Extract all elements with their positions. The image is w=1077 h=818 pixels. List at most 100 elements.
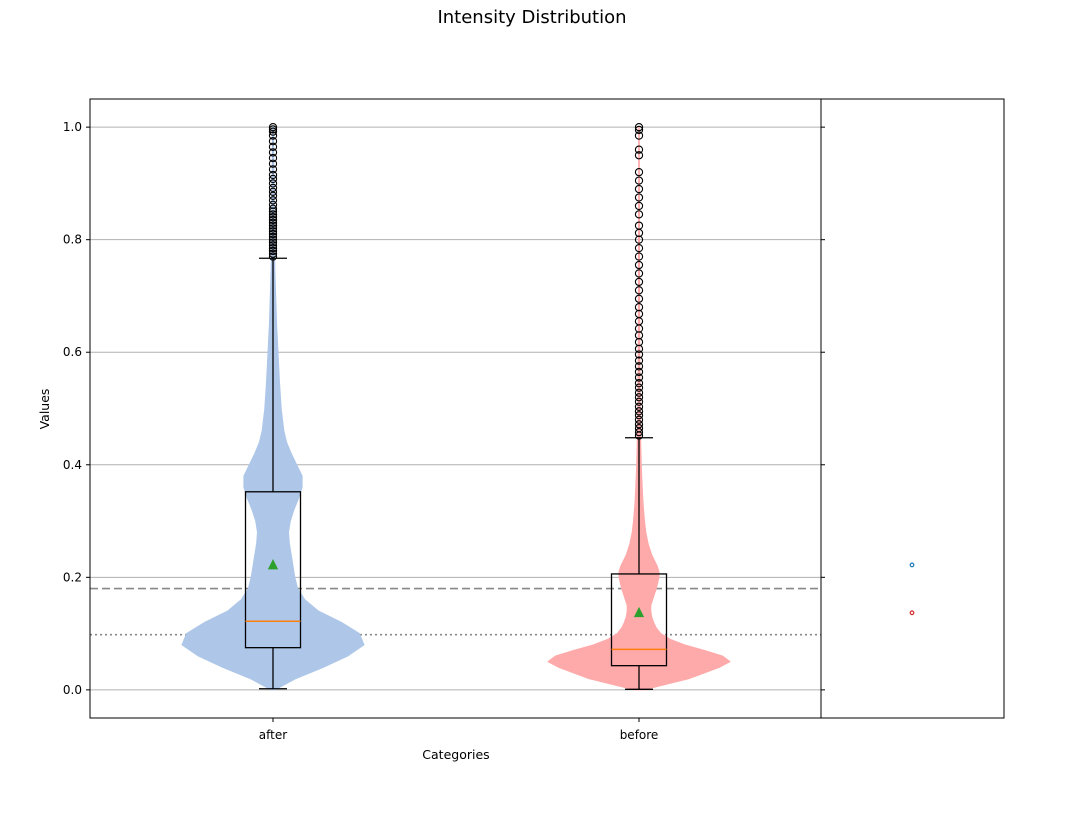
iqr-box bbox=[610, 573, 668, 667]
y-gridlines bbox=[90, 126, 821, 691]
outlier-point bbox=[634, 411, 644, 420]
y-tick-label: 1.0 bbox=[63, 120, 82, 134]
outlier-point bbox=[634, 415, 644, 424]
outlier-point bbox=[268, 215, 278, 225]
outlier-point bbox=[268, 213, 278, 222]
outlier-point bbox=[268, 221, 278, 230]
outlier-point bbox=[268, 232, 278, 242]
outlier-point bbox=[634, 193, 644, 202]
main-plot-area: 0.0 0.2 0.4 0.6 0.8 1.0 after before bbox=[63, 98, 825, 742]
outlier-point bbox=[268, 204, 278, 213]
outlier-point bbox=[268, 183, 278, 193]
outlier-point bbox=[634, 367, 644, 377]
y-tick-label: 0.6 bbox=[63, 345, 82, 359]
y-tick-label: 0.4 bbox=[63, 458, 82, 472]
outlier-point bbox=[634, 427, 644, 437]
outlier-point bbox=[268, 125, 278, 134]
chart-title: Intensity Distribution bbox=[437, 7, 626, 28]
outlier-point bbox=[268, 159, 278, 168]
outlier-point bbox=[634, 125, 644, 135]
outliers bbox=[268, 122, 644, 440]
outlier-point bbox=[634, 184, 644, 194]
outlier-point bbox=[634, 397, 644, 406]
outlier-point bbox=[268, 165, 278, 174]
outlier-point bbox=[634, 356, 644, 365]
outlier-point bbox=[268, 127, 278, 136]
outlier-point bbox=[634, 373, 644, 382]
outlier-point bbox=[268, 196, 278, 205]
outlier-point bbox=[634, 294, 644, 303]
side-panel-marker bbox=[909, 610, 915, 616]
outlier-point bbox=[634, 201, 644, 211]
outlier-point bbox=[268, 200, 278, 209]
outlier-point bbox=[634, 407, 644, 416]
outlier-point bbox=[634, 168, 644, 177]
outlier-point bbox=[634, 277, 644, 287]
outlier-point bbox=[634, 388, 644, 397]
outlier-point bbox=[268, 131, 278, 140]
outlier-point bbox=[268, 170, 278, 180]
outlier-point bbox=[268, 241, 278, 250]
outlier-point bbox=[268, 137, 278, 146]
boxplot-after bbox=[244, 257, 302, 690]
outlier-point bbox=[634, 424, 644, 433]
outlier-point bbox=[268, 249, 278, 258]
outlier-point bbox=[634, 252, 644, 261]
outlier-point bbox=[634, 286, 644, 295]
outlier-point bbox=[268, 210, 278, 219]
y-tick-label: 0.0 bbox=[63, 683, 82, 697]
violins bbox=[181, 126, 731, 691]
iqr-box bbox=[244, 491, 302, 649]
x-tick-label: before bbox=[620, 728, 659, 742]
side-panel bbox=[820, 98, 1005, 719]
mean-marker bbox=[267, 559, 279, 570]
outlier-point bbox=[634, 303, 644, 312]
outlier-point bbox=[634, 131, 644, 140]
outlier-point bbox=[634, 260, 644, 270]
outlier-point bbox=[634, 221, 644, 230]
outlier-point bbox=[634, 393, 644, 402]
y-axis-ticks: 0.0 0.2 0.4 0.6 0.8 1.0 bbox=[63, 120, 825, 697]
side-panel-markers bbox=[909, 562, 915, 616]
outlier-point bbox=[268, 142, 278, 151]
outlier-point bbox=[634, 350, 644, 359]
outlier-point bbox=[634, 362, 644, 371]
outlier-point bbox=[268, 246, 278, 256]
outlier-point bbox=[634, 420, 644, 429]
outlier-point bbox=[268, 224, 278, 233]
outlier-point bbox=[634, 145, 644, 154]
outlier-point bbox=[634, 151, 644, 160]
outlier-point bbox=[268, 153, 278, 163]
x-axis-label: Categories bbox=[422, 747, 489, 762]
y-axis-label: Values bbox=[37, 389, 52, 430]
boxplot-before bbox=[610, 437, 668, 690]
outliers-after bbox=[268, 122, 278, 261]
outlier-point bbox=[634, 269, 644, 278]
outlier-point bbox=[634, 383, 644, 392]
outlier-point bbox=[268, 148, 278, 157]
outlier-point bbox=[634, 176, 644, 185]
mean-marker bbox=[633, 606, 645, 618]
outlier-point bbox=[268, 122, 278, 132]
outlier-point bbox=[268, 238, 278, 247]
outliers-before bbox=[634, 122, 644, 440]
y-tick-label: 0.2 bbox=[63, 570, 82, 584]
side-panel-marker bbox=[909, 562, 915, 568]
outlier-point bbox=[634, 122, 644, 132]
side-panel-frame bbox=[820, 98, 1005, 719]
violin-before bbox=[547, 126, 731, 691]
outlier-point bbox=[268, 174, 278, 184]
outlier-point bbox=[268, 235, 278, 244]
outlier-point bbox=[268, 229, 278, 239]
outlier-point bbox=[634, 210, 644, 219]
outlier-point bbox=[268, 243, 278, 253]
outlier-point bbox=[268, 191, 278, 200]
outlier-point bbox=[634, 379, 644, 388]
x-axis-ticks: after before bbox=[259, 718, 659, 742]
x-tick-label: after bbox=[259, 728, 287, 742]
outlier-point bbox=[268, 227, 278, 236]
outlier-point bbox=[634, 402, 644, 411]
outlier-point bbox=[268, 252, 278, 261]
boxplots bbox=[244, 257, 668, 690]
